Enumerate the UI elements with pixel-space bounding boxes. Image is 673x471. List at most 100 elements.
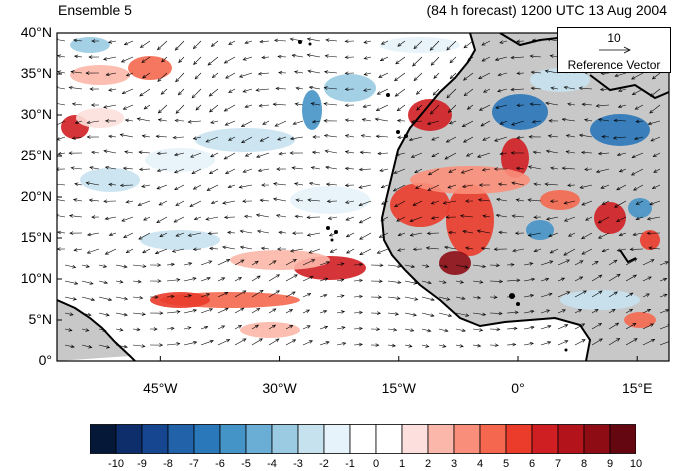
wind-vector [446, 88, 457, 99]
colorbar-swatch [297, 424, 325, 454]
wind-vector [224, 56, 236, 64]
anomaly-region [560, 290, 640, 310]
wind-vector-head [156, 151, 161, 156]
wind-vector-head [414, 169, 419, 174]
wind-vector-head [139, 295, 144, 300]
wind-vector [649, 104, 661, 114]
wind-vector [108, 183, 117, 186]
wind-vector [69, 215, 83, 218]
wind-vector [251, 260, 259, 266]
wind-vector-head [635, 216, 640, 221]
wind-vector-head [108, 182, 113, 187]
wind-vector [166, 343, 180, 346]
wind-vector [574, 260, 584, 266]
wind-vector [642, 323, 654, 330]
wind-vector-head [613, 118, 618, 123]
wind-vector [258, 72, 270, 75]
wind-vector [353, 343, 363, 346]
wind-vector-head [292, 339, 297, 343]
wind-vector-head [85, 264, 90, 268]
wind-vector-head [529, 342, 534, 346]
wind-vector [212, 72, 219, 78]
wind-vector [625, 258, 638, 266]
wind-vector-head [324, 277, 329, 282]
wind-vector-head [529, 262, 534, 266]
wind-vector-head [153, 327, 158, 331]
wind-vector [496, 198, 508, 202]
wind-vector [394, 200, 406, 208]
wind-vector [141, 56, 151, 63]
wind-vector-head [340, 278, 345, 282]
wind-vector-head [363, 56, 368, 60]
wind-vector-head [375, 343, 380, 347]
forecast-time-title: (84 h forecast) 1200 UTC 13 Aug 2004 [426, 2, 667, 18]
wind-vector [126, 200, 134, 203]
wind-vector-head [125, 72, 131, 77]
wind-vector [124, 40, 134, 45]
wind-vector [328, 216, 338, 220]
wind-vector [472, 296, 481, 299]
wind-vector [528, 166, 542, 170]
wind-vector [581, 151, 593, 154]
wind-vector-head [86, 120, 91, 125]
wind-vector-head [635, 201, 640, 205]
wind-vector-head [192, 45, 197, 50]
wind-vector-head [515, 166, 521, 171]
wind-vector-head [379, 57, 384, 61]
anomaly-region [624, 312, 656, 328]
wind-vector [200, 293, 210, 298]
wind-vector [461, 168, 474, 174]
wind-vector [295, 103, 304, 106]
wind-vector [404, 296, 418, 300]
wind-vector-head [139, 167, 144, 172]
wind-vector-head [178, 59, 183, 64]
wind-vector [159, 232, 168, 237]
wind-vector-head [601, 248, 606, 253]
wind-vector [87, 120, 100, 124]
wind-vector-head [175, 233, 180, 237]
wind-vector-head [377, 151, 382, 156]
wind-vector-head [397, 43, 402, 47]
wind-vector-head [323, 119, 328, 123]
wind-vector-head [597, 151, 602, 156]
wind-vector-head [344, 39, 349, 44]
wind-vector [465, 247, 474, 250]
wind-vector [642, 259, 655, 266]
wind-vector [557, 309, 566, 314]
wind-vector [455, 312, 469, 317]
wind-vector-head [139, 44, 144, 48]
wind-vector-head [516, 278, 521, 283]
anomaly-region [76, 108, 124, 128]
wind-vector [361, 135, 372, 138]
wind-vector-head [446, 94, 451, 99]
wind-vector-head [567, 183, 572, 188]
anomaly-region [324, 74, 376, 102]
latitude-label: 30°N [20, 106, 52, 122]
wind-vector-head [244, 40, 249, 45]
wind-vector [381, 184, 389, 188]
wind-vector [123, 232, 134, 238]
wind-vector-head [647, 121, 652, 126]
wind-vector [619, 232, 627, 236]
wind-vector-head [565, 259, 571, 263]
wind-vector-head [376, 250, 381, 254]
wind-vector-head [600, 185, 605, 189]
wind-vector [433, 88, 440, 96]
wind-vector-head [663, 277, 668, 282]
wind-vector-head [616, 218, 621, 222]
wind-vector [562, 167, 576, 170]
wind-vector [540, 293, 553, 298]
wind-vector [103, 104, 117, 108]
wind-vector [346, 232, 355, 238]
wind-vector [224, 152, 236, 160]
wind-vector-head [425, 264, 430, 268]
wind-vector-head [412, 202, 417, 206]
colorbar-tick-label: -7 [189, 458, 199, 470]
wind-vector [648, 247, 661, 250]
wind-vector [103, 56, 117, 60]
wind-vector-head [90, 103, 95, 107]
wind-vector [217, 277, 225, 282]
wind-vector [243, 56, 253, 61]
wind-vector-head [578, 133, 584, 138]
wind-vector-head [187, 233, 192, 237]
